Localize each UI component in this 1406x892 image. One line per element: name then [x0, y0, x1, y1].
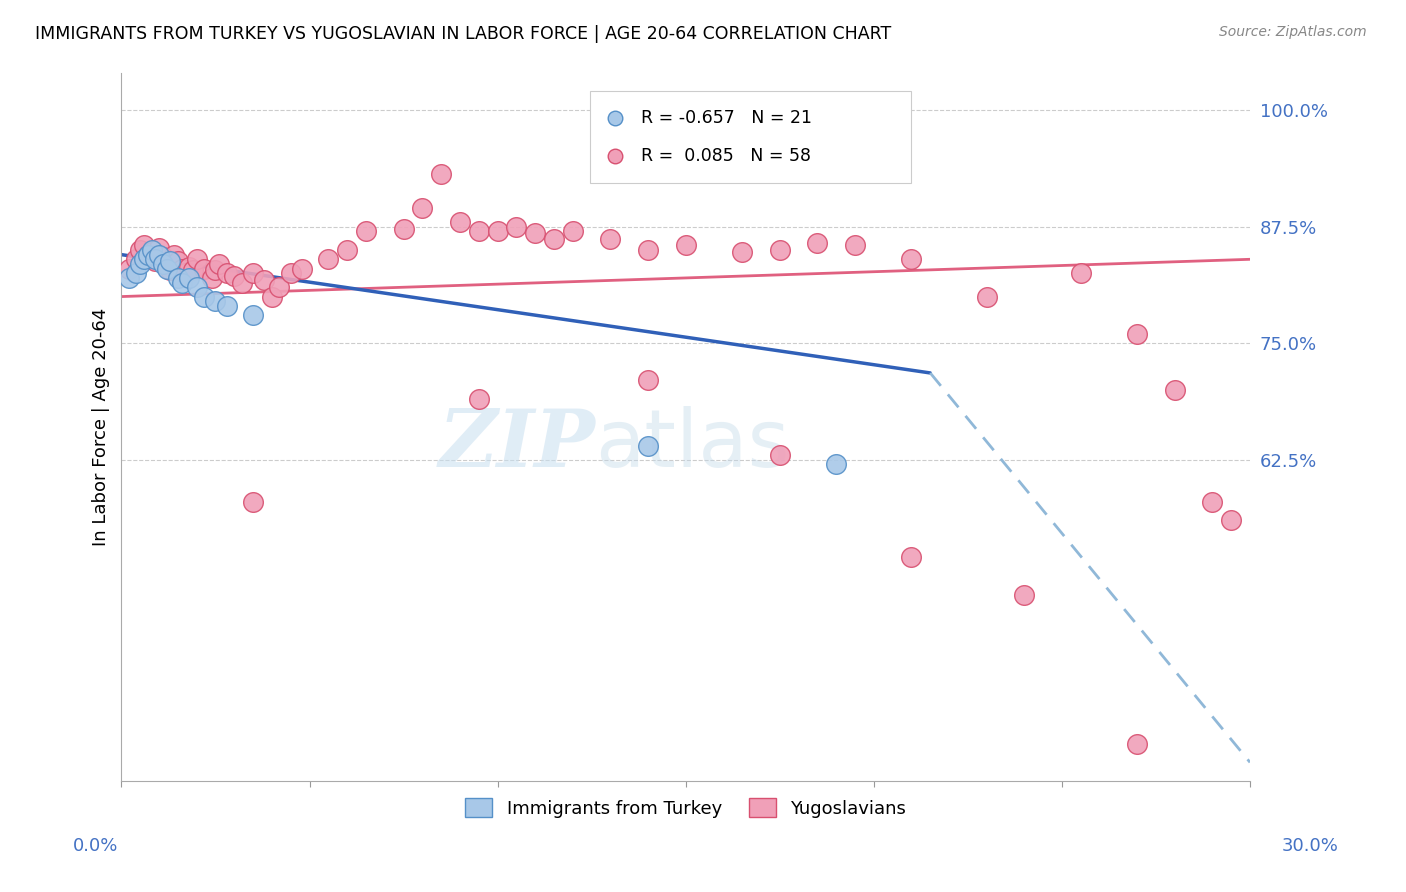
Point: [769, 243, 792, 257]
Point: [170, 276, 193, 290]
Legend: Immigrants from Turkey, Yugoslavians: Immigrants from Turkey, Yugoslavians: [458, 791, 914, 825]
Point: [976, 289, 998, 303]
Point: [806, 235, 828, 250]
Point: [167, 254, 190, 268]
Point: [136, 247, 159, 261]
Point: [215, 266, 238, 280]
Point: [260, 289, 283, 303]
Point: [118, 271, 141, 285]
Y-axis label: In Labor Force | Age 20-64: In Labor Force | Age 20-64: [93, 308, 110, 546]
Point: [167, 271, 190, 285]
Point: [524, 226, 547, 240]
FancyBboxPatch shape: [589, 91, 911, 183]
Point: [186, 252, 208, 267]
Point: [132, 238, 155, 252]
Point: [204, 294, 226, 309]
Point: [1164, 383, 1187, 397]
Point: [155, 261, 177, 276]
Point: [204, 263, 226, 277]
Point: [769, 448, 792, 462]
Point: [675, 238, 697, 252]
Point: [291, 261, 314, 276]
Point: [543, 232, 565, 246]
Point: [193, 261, 215, 276]
Point: [174, 266, 197, 280]
Point: [125, 252, 148, 267]
Text: R = -0.657   N = 21: R = -0.657 N = 21: [641, 109, 811, 127]
Point: [155, 257, 177, 271]
Point: [136, 247, 159, 261]
Point: [215, 299, 238, 313]
Point: [900, 550, 922, 565]
Point: [269, 280, 291, 294]
Point: [280, 266, 302, 280]
Point: [143, 252, 166, 267]
Point: [148, 241, 170, 255]
Point: [132, 252, 155, 267]
Text: R =  0.085   N = 58: R = 0.085 N = 58: [641, 147, 811, 165]
Text: ZIP: ZIP: [439, 406, 595, 483]
Point: [637, 373, 659, 387]
Point: [242, 308, 264, 322]
Point: [242, 266, 264, 280]
Point: [318, 252, 340, 267]
Point: [152, 251, 174, 265]
Point: [486, 224, 509, 238]
Point: [844, 238, 866, 252]
Text: Source: ZipAtlas.com: Source: ZipAtlas.com: [1219, 25, 1367, 39]
Point: [637, 439, 659, 453]
Point: [159, 254, 181, 268]
Point: [193, 289, 215, 303]
Text: IMMIGRANTS FROM TURKEY VS YUGOSLAVIAN IN LABOR FORCE | AGE 20-64 CORRELATION CHA: IMMIGRANTS FROM TURKEY VS YUGOSLAVIAN IN…: [35, 25, 891, 43]
Point: [411, 201, 433, 215]
Point: [163, 247, 186, 261]
Text: 0.0%: 0.0%: [73, 837, 118, 855]
Point: [125, 266, 148, 280]
Point: [208, 257, 231, 271]
Point: [392, 222, 415, 236]
Point: [1014, 588, 1036, 602]
Point: [231, 276, 253, 290]
Point: [1070, 266, 1092, 280]
Point: [505, 219, 527, 234]
Point: [1201, 494, 1223, 508]
Point: [900, 252, 922, 267]
Point: [561, 224, 583, 238]
Point: [468, 224, 491, 238]
Point: [179, 260, 201, 274]
Point: [599, 232, 621, 246]
Point: [468, 392, 491, 406]
Point: [1220, 513, 1243, 527]
Point: [201, 271, 224, 285]
Point: [825, 457, 848, 471]
Point: [224, 268, 246, 283]
Point: [731, 244, 754, 259]
Point: [242, 494, 264, 508]
Point: [179, 271, 201, 285]
Point: [253, 273, 276, 287]
Point: [129, 243, 152, 257]
Point: [181, 263, 204, 277]
Point: [148, 247, 170, 261]
Point: [430, 167, 453, 181]
Point: [129, 257, 152, 271]
Point: [449, 215, 471, 229]
Point: [152, 257, 174, 271]
Point: [170, 261, 193, 276]
Point: [336, 243, 359, 257]
Point: [159, 263, 181, 277]
Point: [143, 254, 166, 268]
Text: 30.0%: 30.0%: [1282, 837, 1339, 855]
Point: [1126, 326, 1149, 341]
Point: [186, 280, 208, 294]
Point: [354, 224, 377, 238]
Point: [1126, 737, 1149, 751]
Point: [637, 243, 659, 257]
Point: [141, 244, 163, 259]
Text: atlas: atlas: [595, 406, 790, 483]
Point: [118, 261, 141, 276]
Point: [141, 243, 163, 257]
